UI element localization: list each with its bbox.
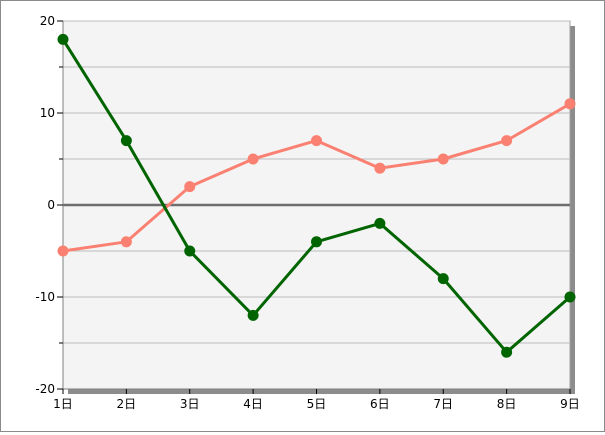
x-tick-label: 9日: [560, 397, 580, 411]
x-tick-label: 3日: [180, 397, 200, 411]
x-tick-label: 4日: [243, 397, 263, 411]
y-tick-label: 10: [40, 106, 55, 120]
y-tick-label: -20: [35, 382, 55, 396]
y-tick-label: 0: [47, 198, 55, 212]
data-point: [120, 135, 132, 147]
data-point: [437, 273, 449, 285]
x-tick-label: 7日: [433, 397, 453, 411]
data-point: [437, 153, 449, 165]
data-point: [374, 162, 386, 174]
data-point: [564, 98, 576, 110]
data-point: [57, 33, 69, 45]
series-1: [57, 98, 576, 257]
data-point: [374, 217, 386, 229]
data-point: [120, 236, 132, 248]
data-point: [501, 346, 513, 358]
data-point: [184, 245, 196, 257]
data-point: [57, 245, 69, 257]
series-0: [57, 33, 576, 358]
data-point: [311, 236, 322, 248]
x-tick-label: 8日: [497, 397, 517, 411]
x-tick-label: 2日: [117, 397, 137, 411]
data-point: [247, 309, 259, 321]
data-point: [184, 181, 196, 193]
data-point: [247, 153, 259, 165]
data-point: [564, 291, 576, 303]
data-point: [311, 135, 322, 147]
data-point: [501, 135, 513, 147]
x-tick-label: 5日: [307, 397, 327, 411]
x-tick-label: 6日: [370, 397, 390, 411]
y-tick-label: -10: [35, 290, 55, 304]
x-tick-label: 1日: [53, 397, 73, 411]
y-tick-label: 20: [40, 14, 55, 28]
